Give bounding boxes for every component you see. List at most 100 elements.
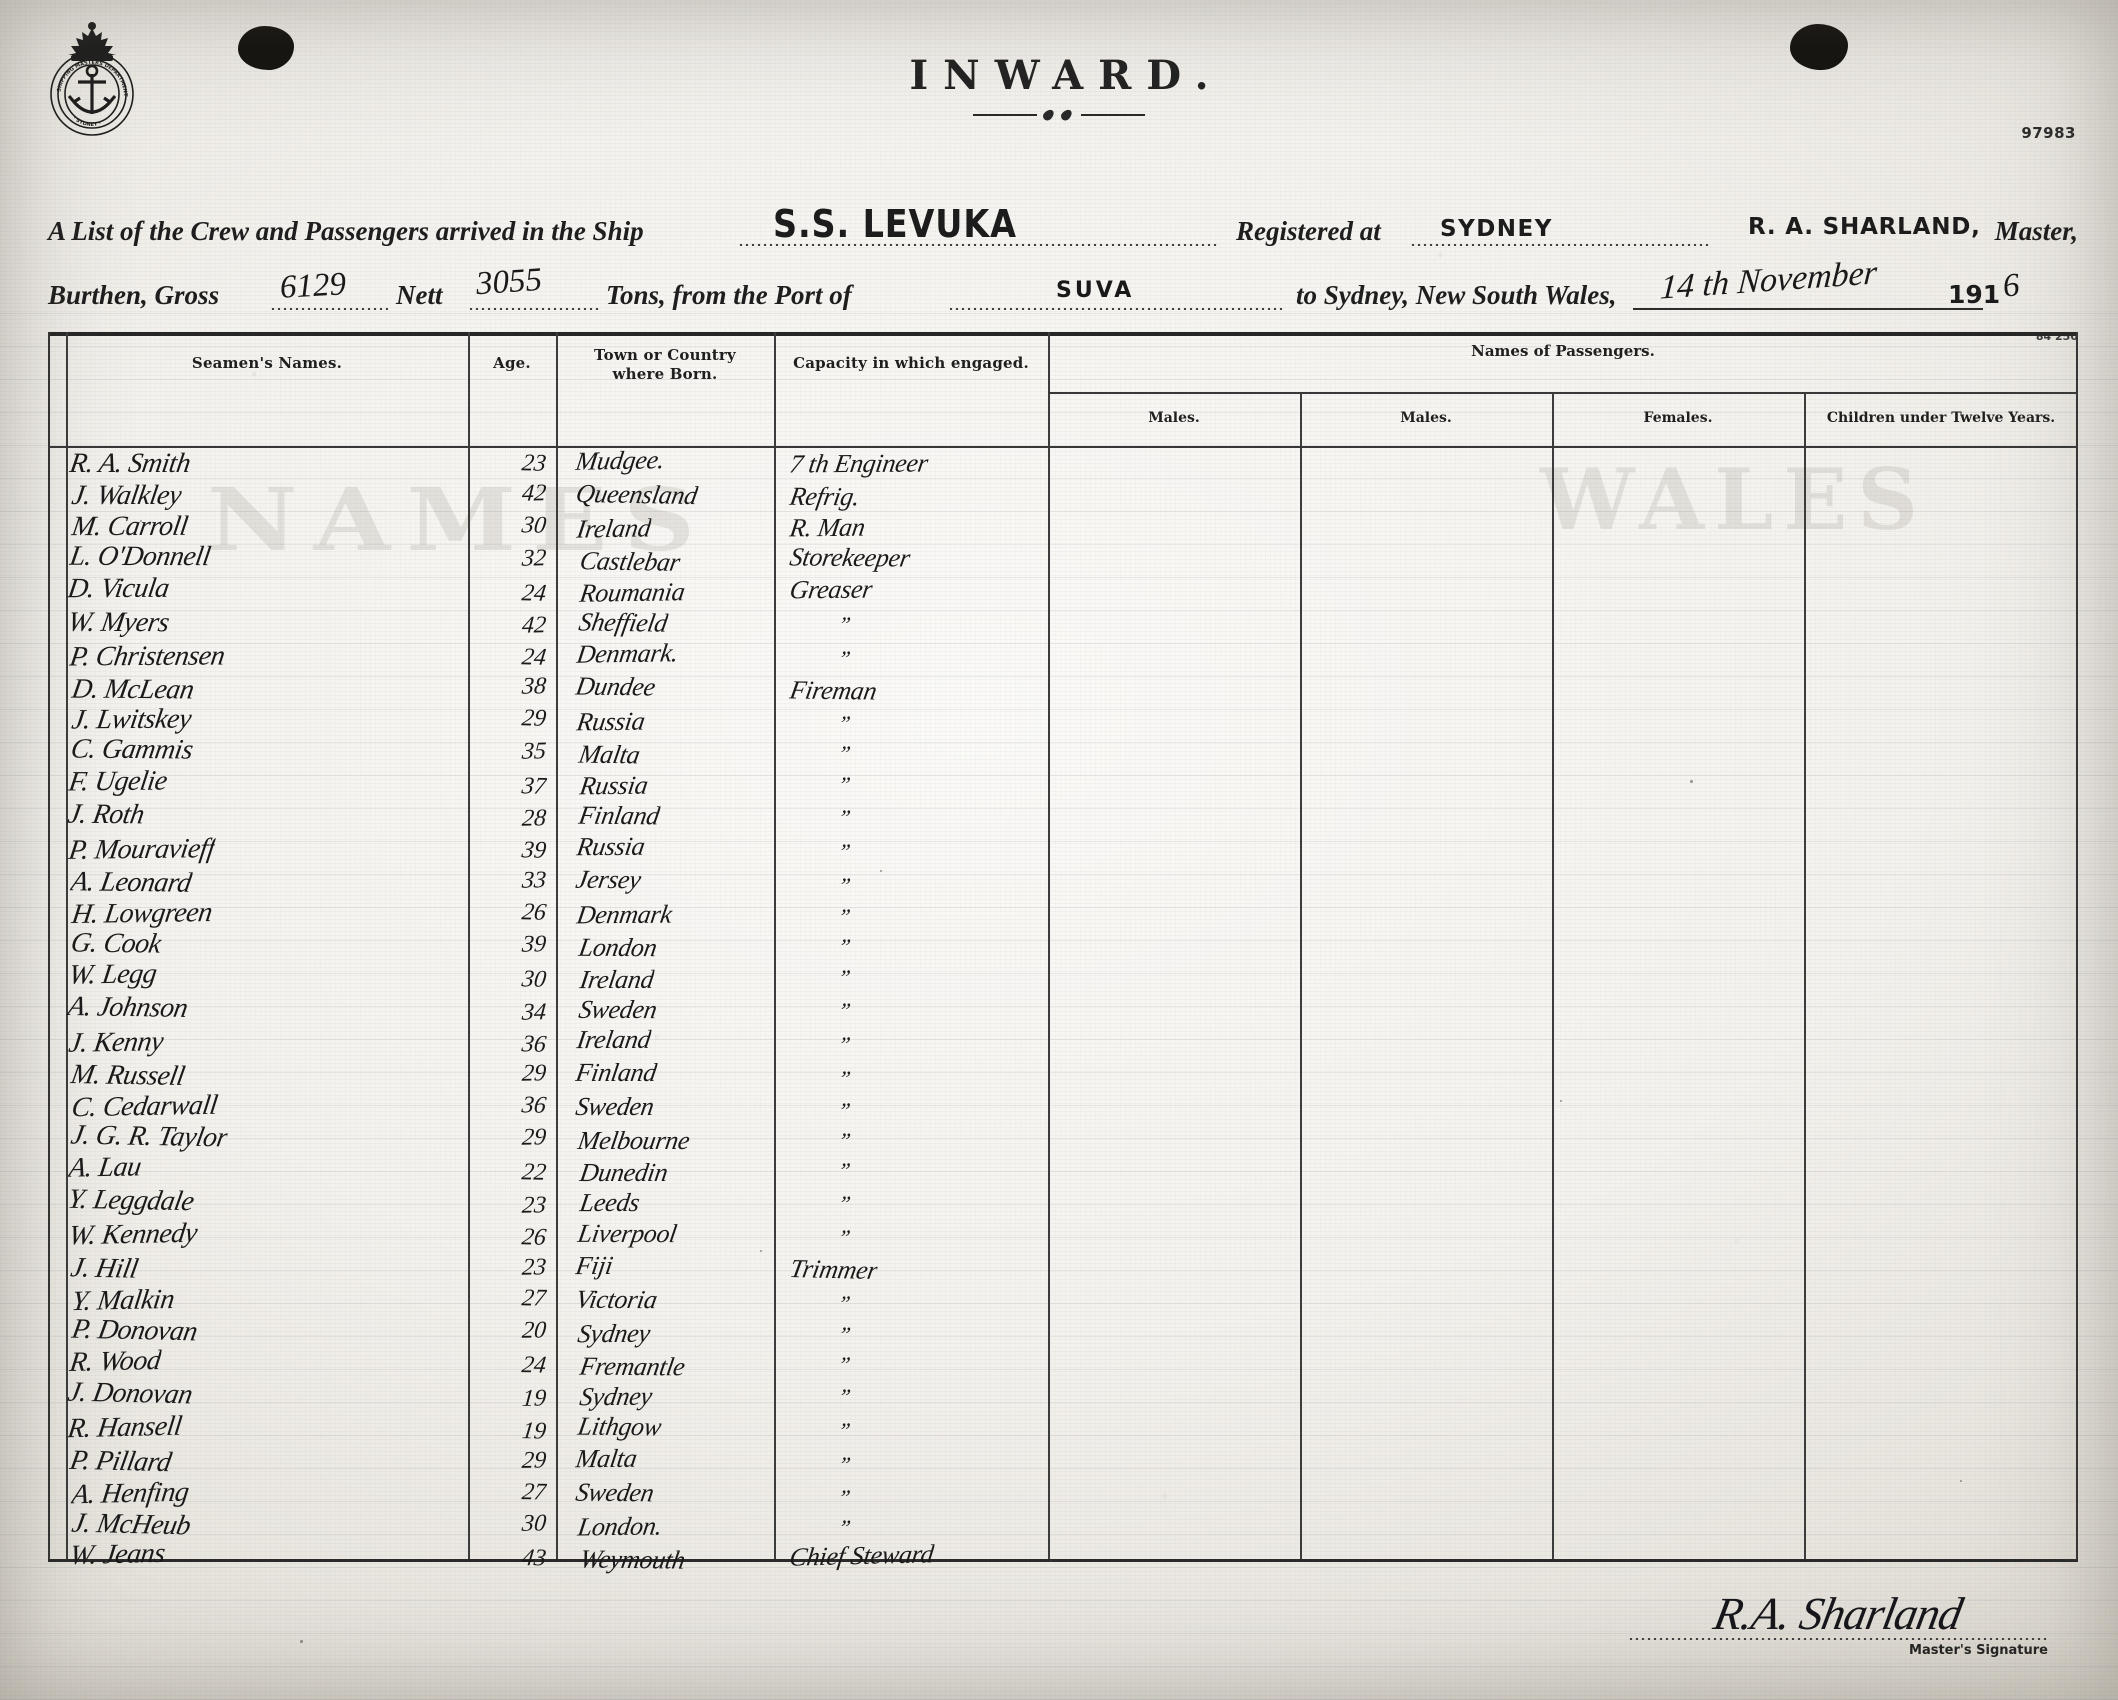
from-port-value: SUVA — [1056, 278, 1135, 303]
cell-capacity: Fireman — [787, 675, 879, 706]
cell-seaman-name: J. G. R. Taylor — [68, 1119, 231, 1154]
cell-age: 42 — [521, 612, 548, 639]
fill-rule-nett — [468, 308, 600, 310]
cell-seaman-name: G. Cook — [68, 927, 164, 960]
rule-born — [556, 332, 558, 1562]
table-row: P. Pillard 29 Malta ” — [48, 1444, 2078, 1480]
cell-seaman-name: A. Henfing — [69, 1476, 191, 1511]
col-header-passengers-group: Names of Passengers. — [1471, 342, 1655, 360]
cell-town-country: Leeds — [577, 1188, 642, 1218]
col-header-age: Age. — [493, 354, 531, 372]
table-row: J. Roth 28 Finland ” — [48, 799, 2078, 836]
label-registered-at: Registered at — [1236, 216, 1381, 246]
cell-town-country: Sheffield — [576, 607, 670, 638]
table-row: W. Legg 30 Ireland ” — [48, 958, 2078, 997]
cell-town-country: Castlebar — [577, 545, 682, 577]
cell-age: 19 — [520, 1418, 548, 1445]
cell-age: 36 — [520, 1031, 548, 1058]
cell-seaman-name: P. Pillard — [67, 1444, 174, 1479]
cell-seaman-name: W. Kennedy — [66, 1218, 199, 1252]
table-row: D. McLean 38 Dundee Fireman — [48, 672, 2078, 707]
col-header-males-1: Males. — [1148, 410, 1200, 426]
table-row: R. Hansell 19 Lithgow ” — [48, 1411, 2078, 1448]
cell-capacity-ditto: ” — [836, 1484, 852, 1510]
cell-town-country: Mudgee. — [574, 445, 667, 476]
col-header-born-line2: where Born. — [612, 364, 718, 383]
cell-seaman-name: J. Roth — [65, 798, 147, 831]
table-row: H. Lowgreen 26 Denmark ” — [48, 897, 2078, 933]
cell-seaman-name: J. Hill — [68, 1252, 140, 1285]
rule-children — [1804, 392, 1806, 1562]
cell-town-country: Ireland — [575, 513, 654, 544]
cell-town-country: London. — [575, 1511, 664, 1542]
cell-town-country: Sydney — [577, 1381, 655, 1412]
table-row: P. Mouravieff 39 Russia ” — [48, 832, 2078, 868]
table-row: A. Leonard 33 Jersey ” — [48, 865, 2078, 901]
cell-age: 43 — [520, 1544, 548, 1571]
master-signature-block: R.A. Sharland Master's Signature — [1628, 1587, 2048, 1658]
fill-rule-gross — [270, 308, 388, 310]
paper-speck — [760, 1250, 762, 1252]
paper-speck — [1960, 1480, 1962, 1482]
label-master: Master, — [1994, 216, 2078, 246]
cell-age: 29 — [520, 1060, 548, 1087]
cell-capacity-ditto: ” — [836, 646, 852, 672]
table-row: C. Cedarwall 36 Sweden” — [48, 1090, 2078, 1126]
cell-seaman-name: W. Legg — [66, 958, 159, 991]
paper-speck — [1050, 1560, 1052, 1562]
cell-capacity: Trimmer — [787, 1253, 881, 1285]
cell-capacity-ditto: ” — [836, 1031, 852, 1058]
cell-capacity-ditto: ” — [836, 1224, 852, 1250]
label-to-sydney: to Sydney, New South Wales, — [1296, 280, 1617, 310]
fill-rule-date — [1633, 308, 1983, 310]
cell-capacity-ditto: ” — [836, 1097, 852, 1123]
table-row: J. Kenny 36 Ireland ” — [48, 1025, 2078, 1062]
col-header-born-line1: Town or Country — [594, 346, 736, 364]
cell-age: 19 — [520, 1385, 548, 1412]
table-row: P. Christensen 24 Denmark. ” — [48, 638, 2078, 675]
table-row: J. McHeub 30 London. ” — [48, 1507, 2078, 1545]
cell-seaman-name: R. Hansell — [66, 1410, 184, 1445]
signature-line — [1628, 1638, 2048, 1640]
cell-town-country: Denmark — [574, 899, 674, 929]
header-line-burthen: Burthen, Gross 6129 Nett 3055 Tons, from… — [48, 254, 2078, 318]
cell-town-country: Ireland — [577, 964, 656, 994]
cell-age: 29 — [520, 1447, 548, 1475]
table-top-border — [48, 332, 2078, 336]
cell-town-country: Fiji — [573, 1251, 615, 1281]
cell-capacity-ditto: ” — [836, 839, 852, 865]
cell-capacity-ditto: ” — [836, 964, 852, 991]
cell-town-country: Russia — [574, 831, 647, 862]
cell-capacity-ditto: ” — [835, 740, 853, 766]
cell-age: 30 — [520, 512, 548, 540]
cell-capacity-ditto: ” — [836, 1351, 852, 1378]
table-row: R. A. Smith 23 Mudgee. 7 th Engineer — [48, 445, 2078, 482]
cell-seaman-name: P. Mouravieff — [66, 832, 218, 866]
label-burthen-gross: Burthen, Gross — [48, 280, 220, 310]
cell-seaman-name: R. Wood — [67, 1344, 163, 1378]
cell-seaman-name: A. Johnson — [65, 991, 190, 1025]
table-row: M. Russell 29 Finland ” — [48, 1058, 2078, 1094]
cell-capacity-ditto: ” — [835, 872, 853, 898]
table-row: Y. Leggdale 23 Leeds ” — [48, 1184, 2078, 1223]
cell-seaman-name: L. O'Donnell — [67, 540, 213, 573]
col-header-born: Town or Country where Born. — [556, 346, 774, 384]
cell-town-country: Ireland — [575, 1025, 654, 1055]
ornament-divider — [973, 107, 1145, 123]
cell-age: 23 — [520, 1191, 548, 1219]
table-row: D. Vicula 24 Roumania Greaser — [48, 573, 2078, 611]
cell-age: 39 — [520, 837, 548, 865]
form-number: 97983 — [2021, 124, 2076, 142]
cell-capacity-ditto: ” — [836, 1417, 852, 1443]
cell-age: 24 — [520, 644, 548, 671]
cell-seaman-name: J. Lwitskey — [69, 703, 194, 736]
cell-capacity-ditto: ” — [836, 771, 852, 797]
cell-capacity-ditto: ” — [835, 934, 853, 960]
cell-town-country: Victoria — [573, 1285, 660, 1315]
table-row: M. Carroll 30 Ireland R. Man — [48, 511, 2078, 546]
table-row: A. Henfing 27 Sweden ” — [48, 1476, 2078, 1512]
header-line-ship: A List of the Crew and Passengers arrive… — [48, 202, 2078, 254]
table-row: W. Myers 42 Sheffield ” — [48, 606, 2078, 643]
cell-town-country: Russia — [574, 706, 647, 737]
cell-age: 27 — [520, 1285, 548, 1312]
